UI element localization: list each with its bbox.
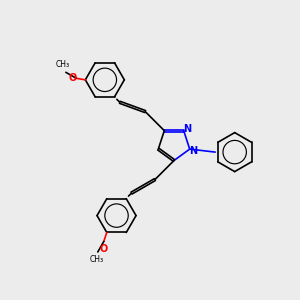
Text: N: N [183, 124, 191, 134]
Text: O: O [100, 244, 108, 254]
Text: CH₃: CH₃ [89, 255, 103, 264]
Text: N: N [189, 146, 197, 156]
Text: CH₃: CH₃ [56, 60, 70, 69]
Text: O: O [69, 73, 77, 83]
